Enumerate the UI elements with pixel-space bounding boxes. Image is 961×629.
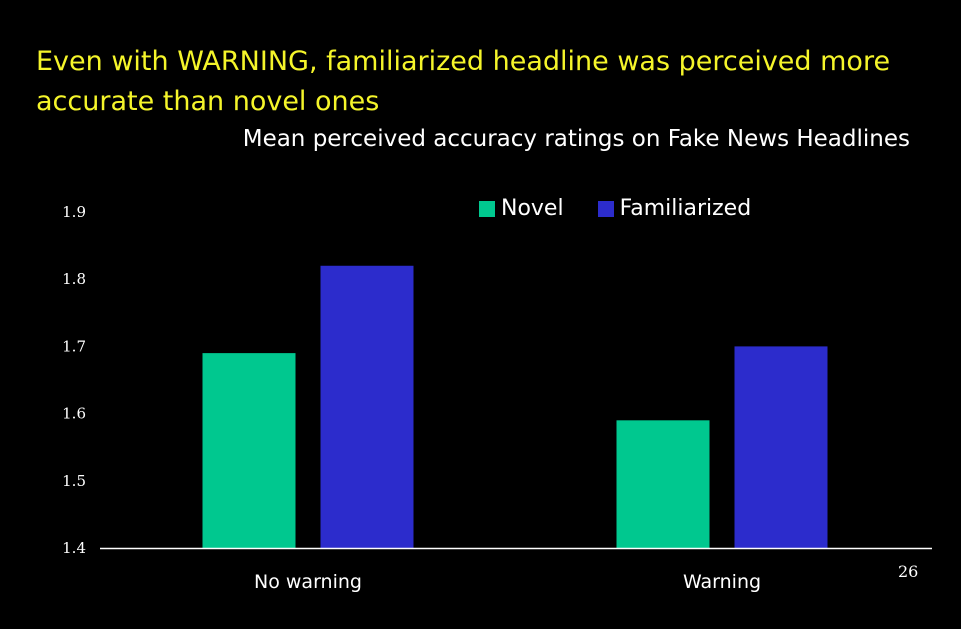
bar-familiarized-warning [734,346,828,548]
legend-item-novel: Novel [479,196,564,221]
y-tick-label: 1.5 [62,472,86,490]
legend-label-novel: Novel [501,196,564,221]
chart-legend: Novel Familiarized [479,196,785,221]
bar-novel-warning [616,420,710,548]
legend-item-familiarized: Familiarized [597,196,752,221]
legend-label-familiarized: Familiarized [619,196,752,221]
slide-title: Even with WARNING, familiarized headline… [36,46,891,117]
chart-title: Mean perceived accuracy ratings on Fake … [242,126,910,152]
bar-familiarized-no-warning [320,265,414,548]
y-tick-label: 1.9 [62,203,86,221]
y-tick-label: 1.8 [62,270,86,288]
y-tick-label: 1.4 [62,539,86,557]
x-category-label: No warning [254,571,362,593]
y-tick-label: 1.7 [62,337,86,355]
page-number: 26 [898,562,919,581]
legend-swatch-novel [479,200,495,217]
x-category-label: Warning [683,571,761,593]
legend-swatch-familiarized [597,200,614,217]
y-tick-label: 1.6 [62,405,86,423]
bar-novel-no-warning [202,353,296,548]
